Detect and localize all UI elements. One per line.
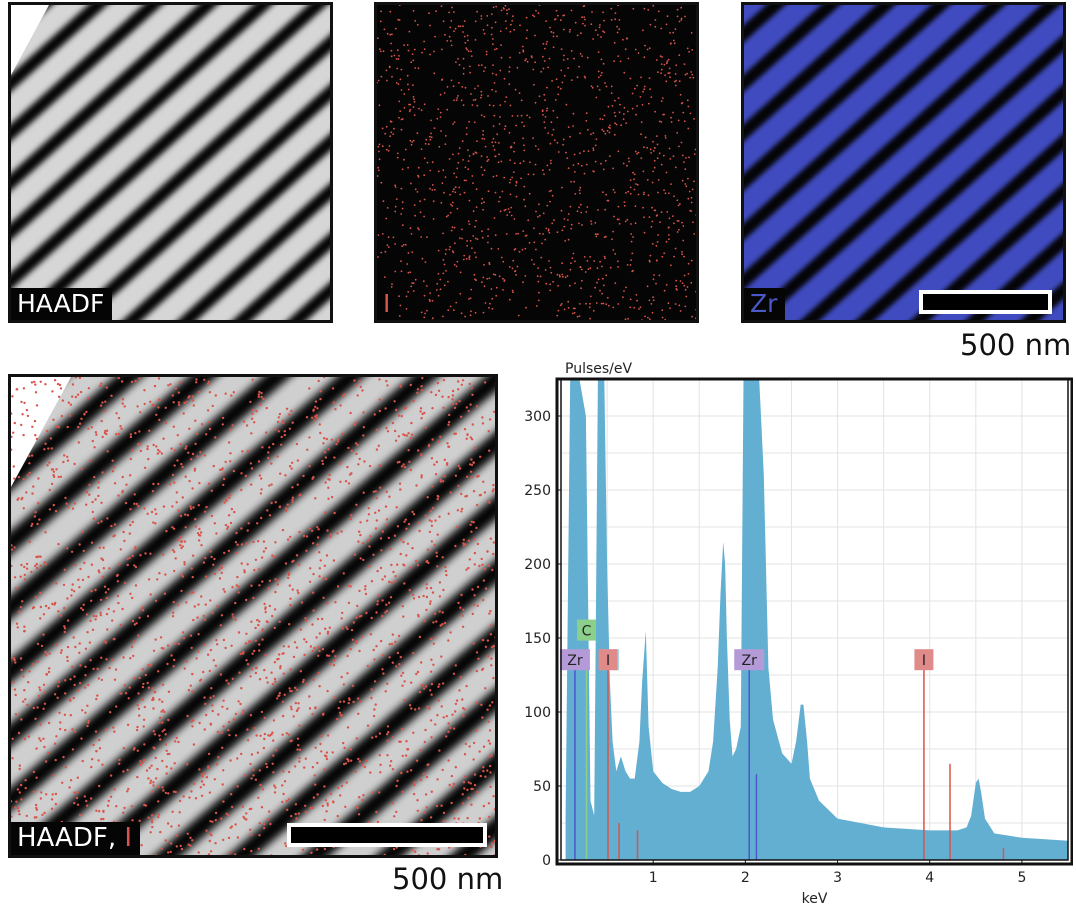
scale-label-bottom: 500 nm (392, 862, 503, 896)
scale-bar-top (919, 290, 1052, 314)
element-label-c: C (582, 624, 592, 640)
background (377, 5, 699, 323)
y-axis-label: Pulses/eV (565, 361, 632, 377)
y-tick-label: 0 (542, 853, 551, 869)
zr-map-image (744, 5, 1066, 323)
x-tick-label: 1 (649, 870, 658, 886)
eds-spectrum-chart: COZrIZrI05010015020025030012345Pulses/eV… (505, 352, 1073, 906)
haadf-iodine-overlay-image (11, 377, 498, 858)
iodine-map-image (377, 5, 699, 323)
y-tick-label: 300 (524, 409, 551, 425)
overlay-label-element: I (124, 823, 132, 853)
haadf-image (11, 5, 333, 323)
zr-map-label: Zr (744, 288, 785, 320)
x-tick-label: 2 (741, 870, 750, 886)
scale-bar-bottom (287, 823, 487, 847)
y-tick-label: 200 (524, 557, 551, 573)
x-tick-label: 4 (925, 870, 934, 886)
y-tick-label: 150 (524, 631, 551, 647)
y-tick-label: 250 (524, 483, 551, 499)
zr-map-panel: Zr (741, 2, 1066, 323)
haadf-panel: HAADF (8, 2, 333, 323)
iodine-map-panel: I (374, 2, 699, 323)
haadf-iodine-overlay-panel: HAADF, I (8, 374, 498, 858)
y-tick-label: 100 (524, 705, 551, 721)
eds-spectrum-svg: COZrIZrI05010015020025030012345Pulses/eV… (505, 352, 1073, 906)
element-label-zr: Zr (567, 653, 583, 669)
element-label-zr: Zr (742, 653, 758, 669)
overlay-label-main: HAADF, (17, 823, 116, 853)
x-tick-label: 5 (1017, 870, 1026, 886)
x-axis-label: keV (802, 891, 828, 906)
iodine-map-label: I (377, 288, 398, 320)
element-label-i: I (606, 653, 610, 669)
haadf-label: HAADF (11, 288, 112, 320)
element-label-i: I (922, 653, 926, 669)
x-tick-label: 3 (833, 870, 842, 886)
overlay-label: HAADF, I (11, 822, 140, 855)
y-tick-label: 50 (533, 779, 551, 795)
